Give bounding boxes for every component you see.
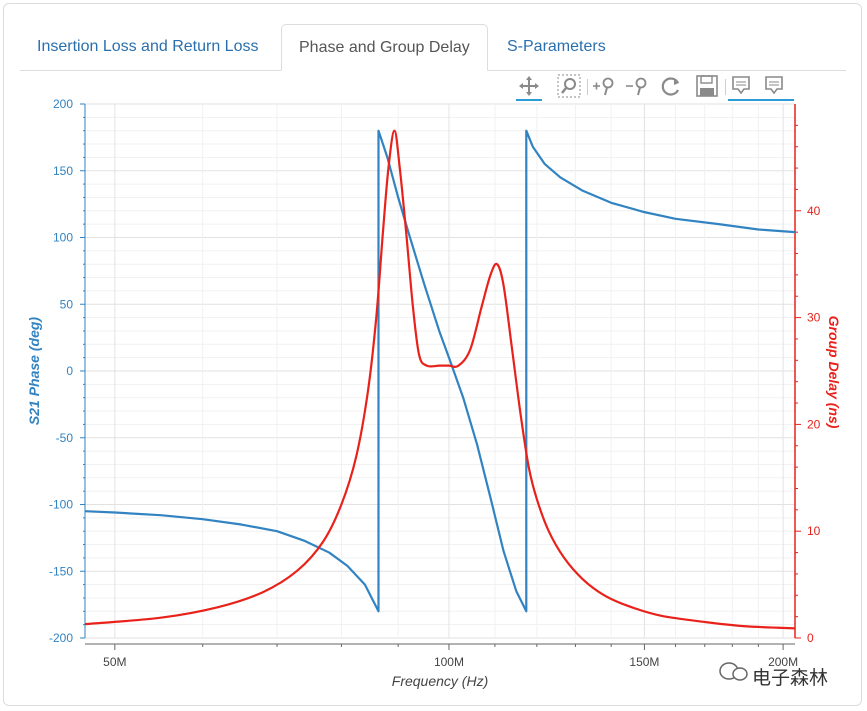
y-tick-label-left: 0 <box>66 364 73 378</box>
plot-area <box>85 129 795 630</box>
watermark-text: 电子森林 <box>752 667 829 689</box>
y-tick-label-right: 10 <box>807 524 821 538</box>
y-tick-label-right: 30 <box>807 311 821 325</box>
reset-icon[interactable] <box>658 73 684 99</box>
grid-lines <box>85 103 795 639</box>
hover-icon[interactable] <box>754 73 794 101</box>
save-icon[interactable] <box>694 73 720 99</box>
y-tick-label-left: 50 <box>60 297 74 311</box>
y-tick-label-right: 20 <box>807 417 821 431</box>
box-zoom-icon[interactable] <box>556 73 582 99</box>
y-tick-label-left: 100 <box>53 231 73 245</box>
y-tick-label-left: 150 <box>53 164 73 178</box>
x-axis-label: Frequency (Hz) <box>392 673 488 689</box>
zoom-in-icon[interactable] <box>591 73 617 99</box>
pan-icon[interactable] <box>516 73 542 101</box>
tab-bar: Insertion Loss and Return Loss Phase and… <box>20 24 846 71</box>
series-line-s21-phase <box>85 129 795 613</box>
y-tick-label-right: 40 <box>807 204 821 218</box>
series-line-group-delay <box>85 129 795 630</box>
y-axis-label-right: Group Delay (ns) <box>826 316 842 429</box>
y-tick-label-left: -200 <box>49 631 73 645</box>
y-tick-label-left: -50 <box>56 431 74 445</box>
tab-s-parameters[interactable]: S-Parameters <box>507 38 606 55</box>
y-tick-label-left: -150 <box>49 564 73 578</box>
tab-insertion-loss[interactable]: Insertion Loss and Return Loss <box>37 38 259 55</box>
tab-phase-group-delay[interactable]: Phase and Group Delay <box>281 24 488 71</box>
x-tick-label: 50M <box>103 655 126 669</box>
y-axis-label-left: S21 Phase (deg) <box>26 317 42 425</box>
x-tick-label: 200M <box>768 655 798 669</box>
panel-frame <box>3 3 862 706</box>
zoom-out-icon[interactable] <box>624 73 650 99</box>
x-tick-label: 150M <box>629 655 659 669</box>
x-tick-label: 100M <box>434 655 464 669</box>
y-tick-label-left: 200 <box>53 97 73 111</box>
hover-icon[interactable] <box>728 73 754 101</box>
axes: -200 -150 -100 -50 0 50 100 150 200 0 10 20 30 40 50M 1… <box>49 97 821 669</box>
y-tick-label-left: -100 <box>49 498 73 512</box>
y-tick-label-right: 0 <box>807 631 814 645</box>
toolbar-separator <box>725 79 726 95</box>
toolbar-separator <box>587 79 588 95</box>
